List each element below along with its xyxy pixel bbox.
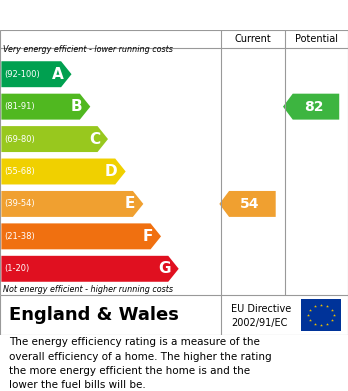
Polygon shape <box>1 126 108 152</box>
Text: 54: 54 <box>240 197 260 211</box>
Text: (69-80): (69-80) <box>4 135 35 143</box>
Text: C: C <box>89 131 100 147</box>
Text: EU Directive: EU Directive <box>231 304 292 314</box>
Text: F: F <box>143 229 153 244</box>
Text: D: D <box>105 164 118 179</box>
Polygon shape <box>283 94 339 120</box>
Text: (92-100): (92-100) <box>4 70 40 79</box>
Text: Not energy efficient - higher running costs: Not energy efficient - higher running co… <box>3 285 173 294</box>
Bar <box>301 299 341 331</box>
Text: B: B <box>71 99 82 114</box>
Polygon shape <box>1 94 90 120</box>
Polygon shape <box>1 61 72 87</box>
Text: (21-38): (21-38) <box>4 232 35 241</box>
Polygon shape <box>1 191 143 217</box>
Text: Current: Current <box>235 34 271 44</box>
Text: (81-91): (81-91) <box>4 102 35 111</box>
Text: Very energy efficient - lower running costs: Very energy efficient - lower running co… <box>3 45 173 54</box>
Polygon shape <box>1 223 161 249</box>
Text: G: G <box>158 261 171 276</box>
Text: (39-54): (39-54) <box>4 199 35 208</box>
Text: England & Wales: England & Wales <box>9 306 179 324</box>
Text: Energy Efficiency Rating: Energy Efficiency Rating <box>9 7 219 23</box>
Polygon shape <box>219 191 276 217</box>
Text: Potential: Potential <box>295 34 338 44</box>
Text: E: E <box>125 196 135 212</box>
Text: A: A <box>52 67 63 82</box>
Text: 82: 82 <box>304 100 323 114</box>
Polygon shape <box>1 158 126 185</box>
Text: The energy efficiency rating is a measure of the
overall efficiency of a home. T: The energy efficiency rating is a measur… <box>9 337 271 391</box>
Text: (1-20): (1-20) <box>4 264 30 273</box>
Polygon shape <box>1 256 179 282</box>
Text: (55-68): (55-68) <box>4 167 35 176</box>
Text: 2002/91/EC: 2002/91/EC <box>231 318 288 328</box>
